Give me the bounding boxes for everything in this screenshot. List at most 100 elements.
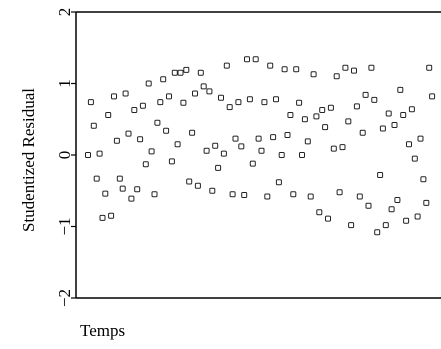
data-point: [177, 69, 184, 76]
data-point: [270, 134, 277, 141]
data-point: [145, 80, 152, 87]
data-point: [382, 222, 389, 229]
y-axis-label: Studentized Residual: [19, 88, 38, 232]
data-point: [157, 99, 164, 106]
data-point: [336, 189, 343, 196]
data-point: [414, 213, 421, 220]
data-point: [218, 94, 224, 101]
data-point: [99, 214, 106, 221]
data-point: [142, 161, 149, 168]
data-point: [301, 116, 308, 123]
data-point: [339, 144, 346, 151]
data-point: [423, 199, 430, 206]
y-tick-label: −1: [55, 217, 74, 235]
data-point: [174, 141, 181, 148]
data-point: [379, 125, 386, 132]
data-point: [93, 175, 100, 182]
data-point: [139, 102, 146, 109]
data-point: [374, 229, 381, 236]
data-point: [154, 119, 161, 126]
data-point: [333, 73, 340, 80]
data-point: [287, 112, 294, 118]
data-point: [325, 215, 331, 222]
data-point: [345, 118, 352, 125]
data-point: [406, 141, 412, 148]
data-point: [183, 66, 190, 73]
data-point: [368, 64, 375, 71]
data-point: [223, 62, 230, 69]
data-point: [278, 152, 285, 158]
data-point: [299, 152, 305, 158]
data-point: [307, 193, 314, 200]
data-point: [200, 83, 207, 90]
y-tick-label: −2: [55, 289, 74, 307]
data-point: [319, 107, 326, 113]
data-point: [264, 193, 271, 200]
data-point: [197, 69, 204, 76]
data-point: [290, 191, 297, 198]
data-point: [330, 145, 337, 152]
data-point: [151, 191, 158, 198]
data-point: [122, 90, 129, 97]
data-point: [148, 148, 155, 155]
data-point: [163, 127, 170, 134]
data-point: [313, 113, 320, 120]
data-point: [400, 112, 407, 118]
data-point: [359, 129, 366, 136]
data-point: [244, 56, 250, 63]
data-point: [215, 164, 222, 171]
data-point: [327, 104, 334, 111]
data-point: [403, 217, 410, 224]
data-point: [275, 179, 282, 186]
y-tick-label: 2: [55, 8, 74, 17]
data-point: [166, 93, 172, 100]
data-point: [249, 160, 256, 167]
data-point: [316, 209, 323, 216]
data-point: [408, 106, 415, 113]
data-point: [235, 99, 242, 106]
data-point: [310, 71, 317, 78]
data-point: [189, 129, 196, 136]
data-point: [209, 187, 216, 194]
data-point: [232, 135, 239, 142]
data-point: [102, 190, 109, 197]
data-point: [246, 96, 253, 103]
data-point: [111, 93, 117, 100]
data-point: [96, 150, 103, 157]
data-point: [252, 56, 259, 63]
y-tick-label: 0: [55, 151, 74, 160]
data-point: [186, 178, 193, 185]
data-point: [212, 142, 219, 149]
data-point: [284, 132, 291, 138]
data-point: [194, 182, 201, 189]
data-point: [125, 130, 132, 137]
data-point: [131, 107, 138, 113]
data-point: [420, 176, 427, 183]
data-point: [160, 76, 167, 83]
data-point: [261, 99, 268, 106]
data-point: [238, 143, 245, 150]
data-point: [351, 67, 357, 74]
x-axis-label: Temps: [80, 321, 125, 340]
data-point: [371, 96, 378, 103]
data-point: [220, 150, 227, 157]
data-point: [365, 202, 372, 209]
data-point: [296, 99, 303, 106]
data-point: [87, 99, 94, 106]
data-point: [342, 64, 349, 71]
data-point: [391, 122, 398, 128]
data-point: [113, 137, 120, 144]
data-point: [229, 191, 236, 198]
data-point: [90, 122, 97, 129]
data-point: [411, 155, 418, 162]
data-point: [304, 138, 311, 145]
data-point: [168, 158, 175, 165]
data-point: [394, 197, 401, 203]
data-point: [397, 86, 404, 93]
data-point: [119, 185, 126, 192]
y-tick-label: 1: [55, 79, 74, 88]
y-axis-ticks: 2 1 0 −1 −2: [55, 8, 76, 307]
data-point: [429, 93, 436, 100]
data-point: [255, 135, 262, 142]
data-point: [137, 136, 144, 143]
